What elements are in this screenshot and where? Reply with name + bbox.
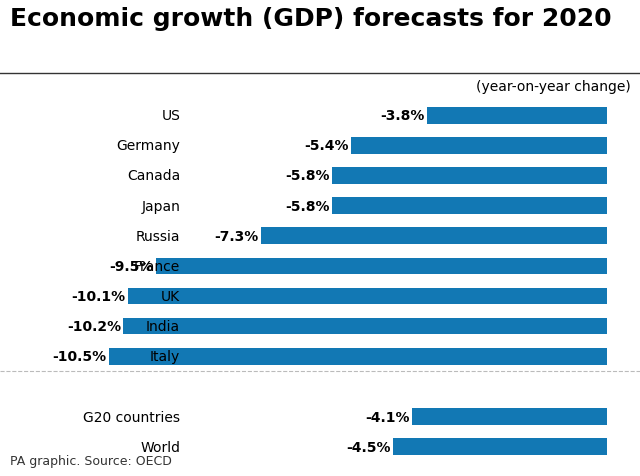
Bar: [332, 168, 607, 184]
Text: World: World: [140, 440, 180, 454]
Bar: [128, 288, 607, 305]
Text: Russia: Russia: [136, 229, 180, 243]
Text: US: US: [161, 109, 180, 123]
Text: Japan: Japan: [141, 199, 180, 213]
Text: -5.8%: -5.8%: [285, 199, 330, 213]
Bar: [109, 348, 607, 365]
Text: -3.8%: -3.8%: [380, 109, 424, 123]
Text: -10.5%: -10.5%: [52, 349, 107, 364]
Bar: [156, 258, 607, 275]
Bar: [394, 438, 607, 455]
Bar: [260, 228, 607, 245]
Text: G20 countries: G20 countries: [83, 410, 180, 424]
Bar: [351, 138, 607, 154]
Text: -10.2%: -10.2%: [67, 319, 121, 333]
Text: Canada: Canada: [127, 169, 180, 183]
Text: Italy: Italy: [150, 349, 180, 364]
Bar: [427, 108, 607, 124]
Bar: [412, 408, 607, 425]
Text: UK: UK: [161, 289, 180, 303]
Text: -10.1%: -10.1%: [72, 289, 125, 303]
Text: India: India: [146, 319, 180, 333]
Text: Germany: Germany: [116, 139, 180, 153]
Text: -9.5%: -9.5%: [109, 259, 154, 273]
Text: -5.8%: -5.8%: [285, 169, 330, 183]
Bar: [124, 318, 607, 335]
Text: -5.4%: -5.4%: [304, 139, 348, 153]
Text: (year-on-year change): (year-on-year change): [476, 80, 630, 94]
Text: -7.3%: -7.3%: [214, 229, 259, 243]
Text: Economic growth (GDP) forecasts for 2020: Economic growth (GDP) forecasts for 2020: [10, 7, 611, 31]
Text: PA graphic. Source: OECD: PA graphic. Source: OECD: [10, 455, 172, 467]
Text: -4.1%: -4.1%: [365, 410, 410, 424]
Bar: [332, 198, 607, 215]
Text: -4.5%: -4.5%: [347, 440, 391, 454]
Text: France: France: [134, 259, 180, 273]
